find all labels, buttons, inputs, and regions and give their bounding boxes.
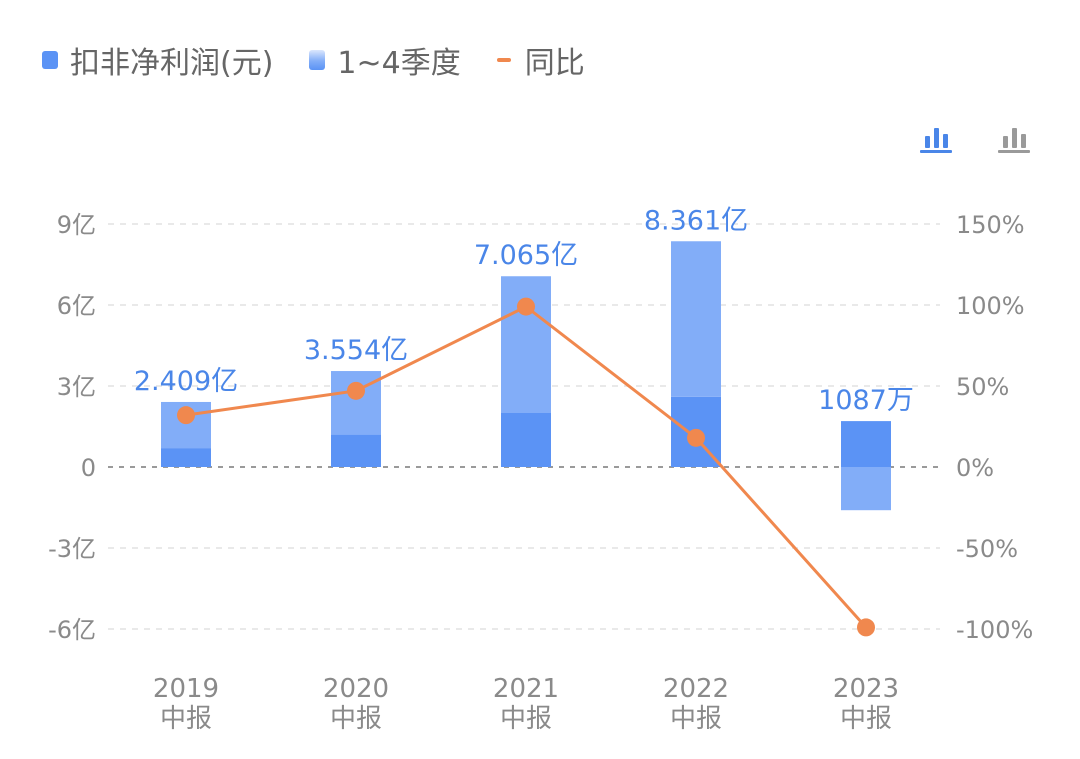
x-tick-label-year: 2023 <box>833 674 899 704</box>
x-tick-label-year: 2020 <box>323 674 389 704</box>
legend-label-yoy: 同比 <box>524 46 585 81</box>
y-left-tick-label: -3亿 <box>48 535 96 563</box>
bar-segment-q1 <box>841 421 891 467</box>
data-label: 7.065亿 <box>474 240 578 271</box>
legend-label-net-profit: 扣非净利润(元) <box>70 46 274 81</box>
bar-segment-rest <box>501 276 551 413</box>
data-label: 8.361亿 <box>644 205 748 236</box>
bar-segment-rest <box>841 467 891 511</box>
bar-segment-q1 <box>161 448 211 467</box>
bar-segment-rest <box>671 241 721 397</box>
bar-segment-q1 <box>501 413 551 467</box>
bar-chart-icon[interactable] <box>918 122 956 158</box>
legend-swatch-net-profit <box>42 51 58 69</box>
legend-label-quarters: 1~4季度 <box>337 46 461 81</box>
yoy-point <box>177 406 195 425</box>
y-left-tick-label: 6亿 <box>57 292 96 320</box>
legend-swatch-yoy <box>496 58 511 62</box>
data-label: 2.409亿 <box>134 366 238 397</box>
y-left-tick-label: 0 <box>81 454 96 482</box>
y-right-tick-label: 0% <box>956 454 994 482</box>
x-tick-label-year: 2022 <box>663 674 729 704</box>
data-label: 3.554亿 <box>304 335 408 366</box>
y-right-tick-label: -100% <box>956 616 1033 644</box>
x-tick-label-period: 中报 <box>160 704 212 734</box>
x-tick-label-year: 2021 <box>493 674 559 704</box>
y-left-tick-label: 3亿 <box>57 373 96 401</box>
x-tick-label-year: 2019 <box>153 674 219 704</box>
legend-item-yoy[interactable]: 同比 <box>496 38 585 82</box>
y-right-tick-label: -50% <box>956 535 1018 563</box>
x-tick-label-period: 中报 <box>670 704 722 734</box>
legend-item-quarters[interactable]: 1~4季度 <box>309 38 461 82</box>
y-left-tick-label: -6亿 <box>48 616 96 644</box>
legend-swatch-quarters <box>309 50 326 70</box>
yoy-point <box>517 297 535 316</box>
legend-item-net-profit[interactable]: 扣非净利润(元) <box>42 38 273 82</box>
bar-segment-q1 <box>331 434 381 467</box>
yoy-point <box>687 428 705 447</box>
data-label: 1087万 <box>818 385 914 416</box>
x-tick-label-period: 中报 <box>330 704 382 734</box>
y-right-tick-label: 50% <box>956 373 1009 401</box>
bar-chart-icon[interactable] <box>996 122 1034 158</box>
y-right-tick-label: 150% <box>956 211 1025 239</box>
x-tick-label-period: 中报 <box>840 704 892 734</box>
yoy-point <box>347 381 365 400</box>
yoy-point <box>857 618 875 637</box>
y-left-tick-label: 9亿 <box>57 211 96 239</box>
y-right-tick-label: 100% <box>956 292 1025 320</box>
x-tick-label-period: 中报 <box>500 704 552 734</box>
legend: 扣非净利润(元) 1~4季度 同比 <box>42 38 621 82</box>
